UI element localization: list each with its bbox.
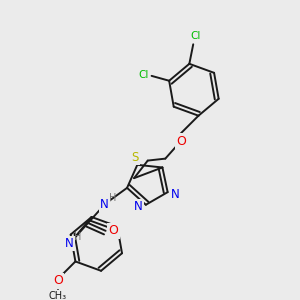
Text: O: O	[109, 224, 118, 237]
Text: S: S	[132, 151, 139, 164]
Text: Cl: Cl	[190, 32, 200, 41]
Text: Cl: Cl	[139, 70, 149, 80]
Text: H: H	[74, 232, 81, 242]
Text: CH₃: CH₃	[49, 291, 67, 300]
Text: O: O	[176, 135, 186, 148]
Text: H: H	[109, 193, 116, 202]
Text: N: N	[100, 198, 109, 211]
Text: N: N	[65, 237, 74, 250]
Text: O: O	[53, 274, 63, 287]
Text: N: N	[171, 188, 180, 201]
Text: N: N	[134, 200, 142, 213]
